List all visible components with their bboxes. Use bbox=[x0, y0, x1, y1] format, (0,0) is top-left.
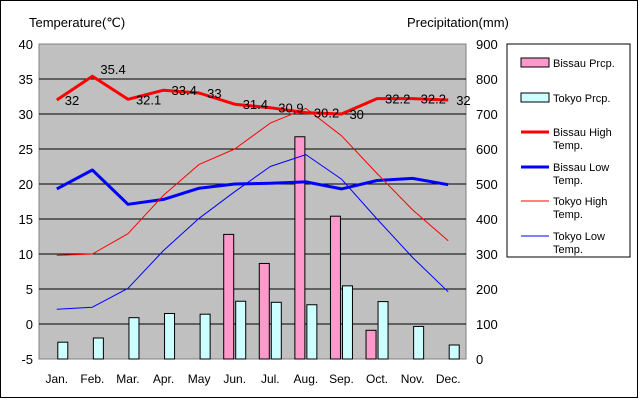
month-tick-label: Jan. bbox=[45, 372, 68, 386]
legend-label: Tokyo Low Temp. bbox=[553, 231, 605, 256]
precip-tick-label: 800 bbox=[476, 72, 498, 87]
bissau-high-label: 30.2 bbox=[314, 106, 339, 121]
precip-tick-label: 500 bbox=[476, 177, 498, 192]
precip-tick-label: 0 bbox=[476, 352, 483, 367]
temperature-lines bbox=[55, 74, 449, 310]
legend-label: Tokyo Prcp. bbox=[553, 93, 610, 105]
month-tick-label: Jun. bbox=[223, 372, 246, 386]
legend-label: Bissau Low Temp. bbox=[553, 162, 609, 187]
legend-swatch bbox=[520, 57, 550, 68]
precip-tick-label: 600 bbox=[476, 142, 498, 157]
precip-tick-label: 900 bbox=[476, 37, 498, 52]
plot-area bbox=[38, 43, 467, 360]
bissau-high-label: 31.4 bbox=[243, 97, 268, 112]
bissau-precip-bar bbox=[294, 136, 306, 360]
bissau-high-label: 32.2 bbox=[421, 92, 446, 107]
bissau-high-label: 32 bbox=[65, 93, 79, 108]
bissau-precip-bar bbox=[365, 329, 377, 360]
month-tick-label: Mar. bbox=[116, 372, 139, 386]
legend-box bbox=[506, 43, 631, 258]
bissau-high-label: 30 bbox=[349, 107, 363, 122]
tokyo-precip-bar bbox=[199, 313, 211, 360]
temperature-axis: -5 0 5 10 15 20 25 30 35 40 bbox=[19, 37, 33, 367]
temp-tick-label: 15 bbox=[19, 212, 33, 227]
temp-tick-label: 25 bbox=[19, 142, 33, 157]
month-tick-label: Nov. bbox=[401, 372, 425, 386]
precipitation-axis: 0 100 200 300 400 500 600 700 800 900 bbox=[476, 37, 498, 367]
month-tick-label: Aug. bbox=[294, 372, 319, 386]
tokyo-precip-bar bbox=[57, 341, 69, 360]
month-tick-label: Apr. bbox=[153, 372, 174, 386]
month-tick-label: Oct. bbox=[366, 372, 388, 386]
temp-tick-label: 30 bbox=[19, 107, 33, 122]
tokyo-precip-bar bbox=[92, 337, 104, 360]
month-tick-label: May bbox=[188, 372, 211, 386]
left-axis-title: Temperature(℃) bbox=[29, 15, 125, 30]
month-axis: Jan. Feb. Mar. Apr. May Jun. Jul. Aug. Sep. Oct. N… bbox=[45, 372, 460, 386]
temp-tick-label: 5 bbox=[26, 282, 33, 297]
temp-tick-label: 20 bbox=[19, 177, 33, 192]
tokyo-precip-bar bbox=[306, 304, 318, 360]
bissau-precip-bar bbox=[329, 215, 341, 360]
bissau-precip-bar bbox=[223, 233, 235, 360]
temp-tick-label: -5 bbox=[21, 352, 33, 367]
precip-tick-label: 700 bbox=[476, 107, 498, 122]
legend-label: Tokyo High Temp. bbox=[553, 196, 607, 221]
tokyo-precip-bar bbox=[128, 317, 140, 360]
legend-swatch bbox=[520, 92, 550, 103]
month-tick-label: Jul. bbox=[261, 372, 280, 386]
precipitation-bars bbox=[57, 136, 460, 360]
bissau-high-label: 35.4 bbox=[100, 62, 125, 77]
temp-tick-label: 40 bbox=[19, 37, 33, 52]
bissau-high-label: 32.2 bbox=[385, 92, 410, 107]
month-tick-label: Feb. bbox=[80, 372, 104, 386]
precip-tick-label: 100 bbox=[476, 317, 498, 332]
tokyo-precip-bar bbox=[164, 313, 176, 360]
bissau-high-label: 32 bbox=[456, 93, 470, 108]
temp-tick-label: 0 bbox=[26, 317, 33, 332]
tokyo-precip-bar bbox=[413, 325, 425, 360]
legend: Bissau Prcp. Tokyo Prcp. Bissau High Temp. B… bbox=[520, 57, 615, 256]
legend-label: Bissau Prcp. bbox=[553, 58, 615, 70]
temp-tick-label: 10 bbox=[19, 247, 33, 262]
tokyo-precip-bar bbox=[270, 301, 282, 360]
bissau-high-label: 32.1 bbox=[136, 92, 161, 107]
bissau-high-label: 33.4 bbox=[172, 83, 197, 98]
tokyo-high-line bbox=[56, 107, 449, 256]
month-tick-label: Dec. bbox=[436, 372, 461, 386]
legend-label: Bissau High Temp. bbox=[553, 127, 612, 152]
right-axis-title: Precipitation(mm) bbox=[407, 15, 509, 30]
tokyo-precip-bar bbox=[235, 300, 247, 360]
tokyo-low-line bbox=[56, 154, 449, 310]
precip-tick-label: 300 bbox=[476, 247, 498, 262]
precip-tick-label: 400 bbox=[476, 212, 498, 227]
data-labels: 32 35.4 32.1 33.4 33 31.4 30.9 30.2 30 32.2 32.2 32 bbox=[65, 62, 471, 122]
bissau-high-line bbox=[55, 74, 449, 116]
bissau-precip-bar bbox=[258, 262, 270, 360]
precip-tick-label: 200 bbox=[476, 282, 498, 297]
month-tick-label: Sep. bbox=[329, 372, 354, 386]
tokyo-precip-bar bbox=[448, 344, 460, 360]
temp-tick-label: 35 bbox=[19, 72, 33, 87]
tokyo-precip-bar bbox=[341, 285, 353, 360]
bissau-high-label: 33 bbox=[207, 86, 221, 101]
bissau-high-label: 30.9 bbox=[278, 101, 303, 116]
tokyo-precip-bar bbox=[377, 301, 389, 360]
